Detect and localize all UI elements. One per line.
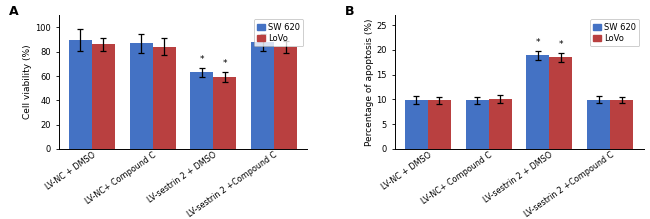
Text: *: * [536,38,540,47]
Text: *: * [222,59,227,68]
Legend: SW 620, LoVo: SW 620, LoVo [590,19,640,46]
Text: *: * [559,40,563,49]
Bar [489,99,512,149]
Text: B: B [344,5,354,18]
Bar [153,47,176,149]
Bar [610,101,633,149]
Bar [251,42,274,149]
Bar [190,72,213,149]
Bar [465,101,489,149]
Bar [405,100,428,149]
Text: *: * [200,55,204,64]
Bar [428,101,451,149]
Bar [213,77,237,149]
Bar [526,55,549,149]
Bar [92,44,115,149]
Bar [587,100,610,149]
Y-axis label: Percentage of apoptosis (%): Percentage of apoptosis (%) [365,18,374,146]
Legend: SW 620, LoVo: SW 620, LoVo [254,19,304,46]
Bar [549,57,573,149]
Text: A: A [8,5,18,18]
Bar [129,43,153,149]
Bar [69,40,92,149]
Y-axis label: Cell viability (%): Cell viability (%) [23,45,32,119]
Bar [274,47,297,149]
